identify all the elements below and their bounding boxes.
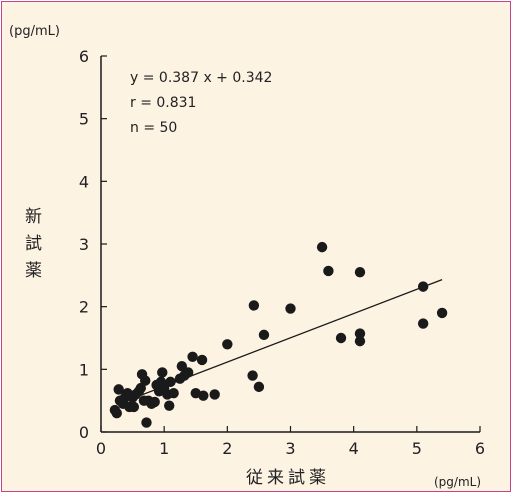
data-point [168,387,179,399]
data-point [247,370,258,381]
x-axis-label: 従来試薬 [246,468,330,488]
y-tick-label: 4 [79,172,89,191]
data-point [417,318,429,329]
axes [100,55,481,433]
data-point [176,361,188,372]
y-tick-label: 3 [79,235,89,254]
data-point [316,241,328,253]
y-tick-label: 6 [79,47,89,66]
data-point [222,339,233,350]
y-unit-label: (pg/mL) [9,24,60,39]
x-tick-label: 1 [159,439,169,458]
y-tick-label: 1 [79,360,89,379]
y-axis-label-char-3: 薬 [25,261,42,281]
data-point [135,382,146,394]
x-tick-label: 4 [349,439,359,458]
data-point [164,400,175,411]
y-tick-label: 2 [79,298,89,317]
sample-size: n = 50 [130,120,177,136]
tick-labels: 0 1 2 3 4 5 6 0 1 2 3 4 5 6 [79,47,485,458]
data-point [182,367,194,378]
data-point [417,281,429,292]
data-points [109,241,448,428]
data-point [196,354,208,366]
data-point [187,351,198,362]
data-point [157,367,168,378]
x-unit-label: (pg/mL) [434,475,481,489]
data-point [248,300,260,311]
y-axis-label-char-2: 試 [25,234,42,254]
data-point [209,389,220,400]
data-point [165,376,176,388]
data-point [258,329,270,341]
data-point [335,332,347,344]
data-point [140,375,151,386]
data-point [111,408,122,419]
data-point [354,335,366,347]
x-tick-label: 6 [475,439,485,458]
data-point [253,381,265,393]
data-point [198,390,209,401]
data-point [128,401,140,413]
x-tick-label: 0 [96,439,106,458]
correlation-coefficient: r = 0.831 [130,95,196,111]
data-point [354,328,366,339]
y-tick-label: 5 [79,110,89,129]
x-tick-label: 5 [412,439,422,458]
data-point [436,307,448,319]
y-axis-label-char-1: 新 [25,207,42,227]
data-point [113,384,124,395]
data-point [323,265,334,277]
regression-equation: y = 0.387 x + 0.342 [130,70,272,86]
x-tick-label: 2 [222,439,232,458]
data-point [354,267,366,278]
y-tick-label: 0 [79,423,89,442]
data-point [149,396,160,408]
data-point [141,417,152,428]
data-point [285,303,296,314]
x-tick-label: 3 [285,439,295,458]
